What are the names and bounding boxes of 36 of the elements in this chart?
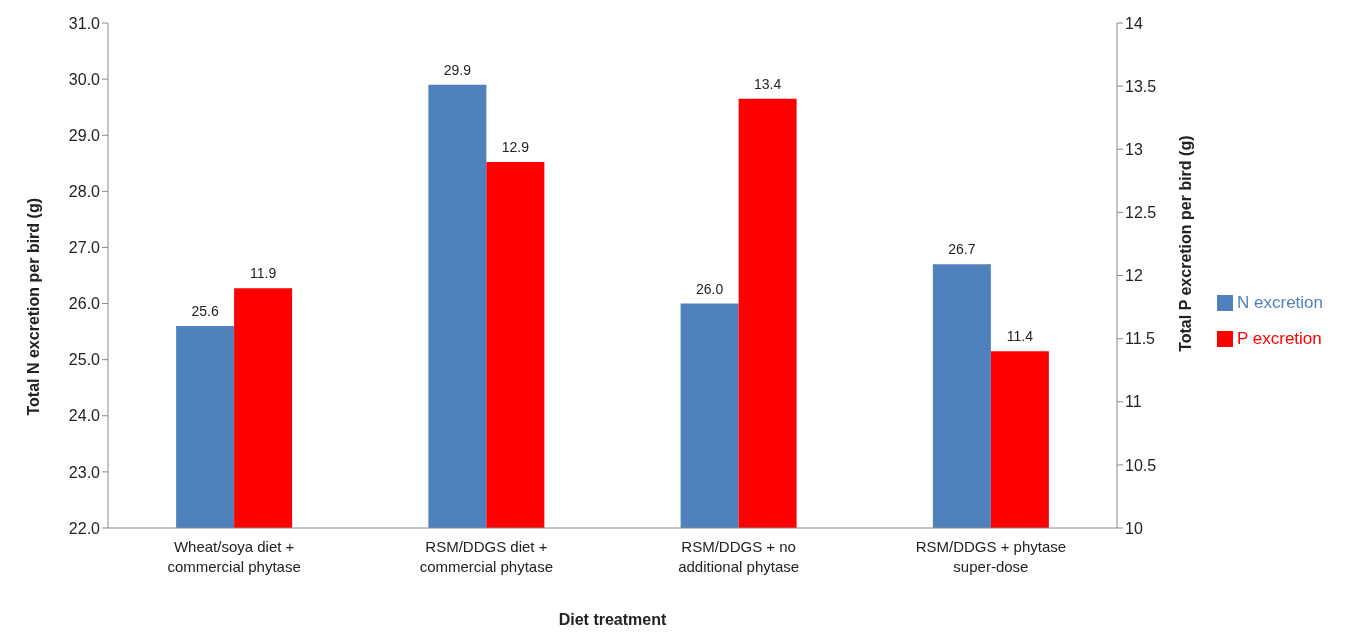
y2-tick-label: 12.5: [1125, 204, 1157, 222]
y2-tick-label: 12: [1125, 267, 1143, 285]
y-tick-label: 27.0: [68, 239, 101, 257]
y2-tick-label: 11: [1125, 393, 1142, 411]
legend-label: P excretion: [1237, 328, 1322, 348]
y2-tick-label: 14: [1125, 14, 1143, 32]
x-tick-label: RSM/DDGS diet + commercial phytase: [419, 538, 554, 575]
data-label: 11.4: [1006, 328, 1034, 345]
y2-tick-label: 10.5: [1125, 456, 1157, 474]
y-tick-label: 24.0: [68, 407, 101, 425]
y2-tick-label: 10: [1125, 519, 1143, 537]
data-label: 26.7: [948, 241, 976, 258]
x-axis-title: Diet treatment: [558, 611, 667, 628]
data-label: 11.9: [250, 265, 277, 282]
y-tick-label: 23.0: [68, 463, 101, 481]
x-tick-label: RSM/DDGS + no additional phytase: [678, 538, 800, 575]
y-tick-label: 29.0: [68, 126, 101, 144]
y-tick-label: 26.0: [68, 295, 101, 313]
y-axis-title: Total N excretion per bird (g): [24, 198, 42, 416]
y-tick-label: 31.0: [68, 14, 101, 32]
x-tick-label: RSM/DDGS + phytase super-dose: [915, 538, 1067, 575]
y-tick-label: 30.0: [68, 70, 101, 88]
x-tick-label: Wheat/soya diet + commercial phytase: [167, 538, 301, 575]
y2-tick-label: 13: [1125, 140, 1143, 158]
data-label: 26.0: [695, 280, 724, 297]
data-label: 25.6: [191, 303, 219, 319]
y-tick-label: 28.0: [68, 183, 101, 201]
y-tick-label: 22.0: [68, 519, 101, 537]
legend-label: N excretion: [1237, 292, 1323, 312]
data-label: 12.9: [501, 138, 530, 155]
data-label: 13.4: [753, 75, 782, 92]
y2-tick-label: 11.5: [1125, 330, 1156, 348]
y-tick-label: 25.0: [68, 351, 101, 369]
data-label: 29.9: [443, 61, 472, 78]
y2-tick-label: 13.5: [1125, 77, 1157, 95]
y2-axis-title: Total P excretion per bird (g): [1176, 135, 1194, 352]
